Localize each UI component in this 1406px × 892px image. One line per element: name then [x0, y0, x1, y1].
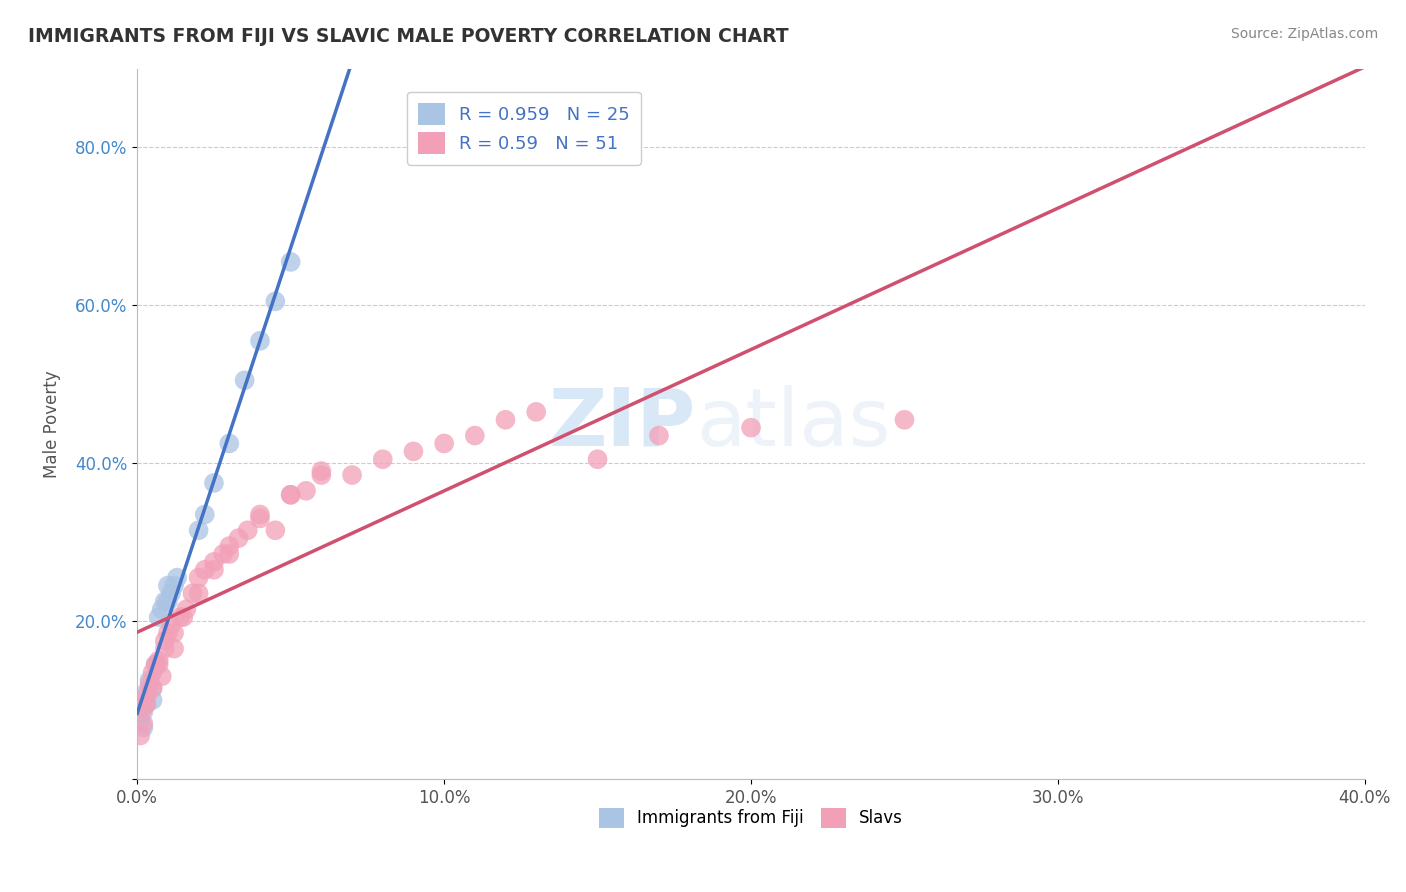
Point	[142, 681, 165, 695]
Point	[264, 523, 287, 537]
Point	[311, 468, 333, 483]
Point	[194, 508, 217, 522]
Point	[150, 602, 173, 616]
Point	[156, 578, 179, 592]
Point	[172, 610, 194, 624]
Point	[233, 373, 256, 387]
Point	[893, 413, 915, 427]
Point	[371, 452, 394, 467]
Point	[648, 428, 671, 442]
Point	[295, 483, 318, 498]
Point	[218, 436, 240, 450]
Point	[236, 523, 259, 537]
Point	[156, 594, 179, 608]
Point	[160, 586, 183, 600]
Point	[163, 641, 186, 656]
Point	[138, 677, 160, 691]
Point	[464, 428, 486, 442]
Y-axis label: Male Poverty: Male Poverty	[44, 370, 60, 477]
Point	[142, 665, 165, 680]
Point	[135, 689, 157, 703]
Point	[202, 563, 225, 577]
Point	[264, 294, 287, 309]
Point	[194, 563, 217, 577]
Point	[212, 547, 235, 561]
Point	[148, 610, 170, 624]
Point	[202, 555, 225, 569]
Point	[280, 488, 302, 502]
Legend: Immigrants from Fiji, Slavs: Immigrants from Fiji, Slavs	[592, 801, 910, 835]
Point	[132, 705, 155, 719]
Point	[148, 653, 170, 667]
Point	[160, 618, 183, 632]
Point	[163, 626, 186, 640]
Point	[153, 594, 176, 608]
Point	[145, 657, 167, 672]
Point	[280, 488, 302, 502]
Point	[280, 255, 302, 269]
Point	[145, 657, 167, 672]
Point	[249, 508, 271, 522]
Point	[202, 475, 225, 490]
Point	[187, 523, 209, 537]
Point	[311, 464, 333, 478]
Point	[138, 673, 160, 688]
Point	[187, 571, 209, 585]
Point	[129, 713, 152, 727]
Point	[433, 436, 456, 450]
Text: Source: ZipAtlas.com: Source: ZipAtlas.com	[1230, 27, 1378, 41]
Point	[166, 571, 188, 585]
Point	[153, 633, 176, 648]
Point	[135, 697, 157, 711]
Point	[402, 444, 425, 458]
Point	[586, 452, 609, 467]
Point	[181, 586, 204, 600]
Point	[187, 586, 209, 600]
Point	[142, 681, 165, 695]
Point	[132, 701, 155, 715]
Point	[150, 669, 173, 683]
Point	[129, 729, 152, 743]
Point	[340, 468, 363, 483]
Point	[169, 610, 191, 624]
Text: IMMIGRANTS FROM FIJI VS SLAVIC MALE POVERTY CORRELATION CHART: IMMIGRANTS FROM FIJI VS SLAVIC MALE POVE…	[28, 27, 789, 45]
Point	[135, 697, 157, 711]
Point	[249, 334, 271, 348]
Point	[218, 539, 240, 553]
Point	[228, 531, 250, 545]
Text: ZIP: ZIP	[548, 384, 696, 463]
Point	[249, 511, 271, 525]
Point	[142, 693, 165, 707]
Point	[218, 547, 240, 561]
Point	[132, 716, 155, 731]
Point	[148, 657, 170, 672]
Point	[153, 641, 176, 656]
Point	[135, 685, 157, 699]
Point	[132, 721, 155, 735]
Point	[740, 420, 762, 434]
Text: atlas: atlas	[696, 384, 890, 463]
Point	[163, 578, 186, 592]
Point	[156, 626, 179, 640]
Point	[176, 602, 198, 616]
Point	[524, 405, 547, 419]
Point	[495, 413, 517, 427]
